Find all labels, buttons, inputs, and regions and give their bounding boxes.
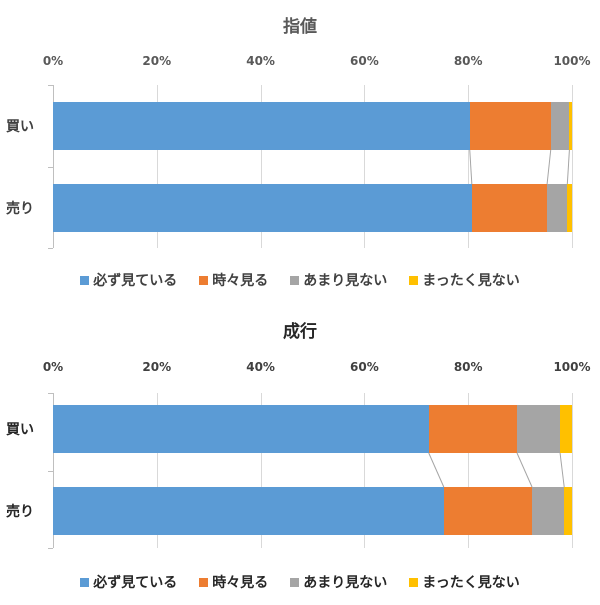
legend-label: 必ず見ている (93, 575, 178, 591)
legend-item-always: 必ず見ている (80, 572, 177, 592)
bar-segment-sometimes (443, 487, 533, 535)
category-label: 買い (6, 119, 34, 135)
legend-swatch-icon (290, 275, 300, 285)
chart-title: 指値 (283, 17, 317, 37)
bar-segment-rarely (516, 405, 561, 453)
gridline (572, 85, 573, 248)
bar-segment-rarely (550, 102, 570, 150)
gridline (157, 393, 158, 548)
legend-label: あまり見ない (303, 273, 388, 289)
bar-segment-sometimes (471, 184, 548, 232)
legend-swatch-icon (290, 577, 300, 587)
legend-swatch-icon (199, 275, 209, 285)
gridline (572, 393, 573, 548)
x-tick-label: 100% (553, 54, 591, 68)
bar-segment-never (560, 405, 572, 453)
legend-swatch-icon (80, 275, 90, 285)
x-tick-label: 80% (453, 360, 483, 374)
x-tick-label: 0% (42, 54, 64, 68)
bar-segment-never (564, 487, 572, 535)
x-tick-label: 60% (350, 360, 379, 374)
y-axis-line (53, 393, 54, 548)
legend-swatch-icon (409, 577, 419, 587)
gridline (157, 85, 158, 248)
legend-label: まったく見ない (422, 273, 520, 289)
legend-label: まったく見ない (422, 575, 520, 591)
gridline (261, 85, 262, 248)
x-tick-label: 20% (142, 360, 172, 374)
y-axis-tick (48, 393, 53, 394)
legend-item-never: まったく見ない (409, 572, 520, 592)
x-tick-label: 40% (246, 54, 275, 68)
chart-legend: 必ず見ている 時々見る あまり見ない まったく見ない (0, 270, 600, 290)
chart-2: 成行 0% 20% 40% 60% 80% 100% 買い売り必ず見ている 時々見る あまり見ない… (0, 305, 600, 605)
gridline (468, 393, 469, 548)
bar-segment-sometimes (469, 102, 551, 150)
bar-segment-always (53, 405, 429, 453)
legend-label: 時々見る (212, 575, 269, 591)
legend-item-rarely: あまり見ない (290, 572, 387, 592)
bar-row (53, 184, 572, 232)
x-tick-label: 0% (42, 360, 64, 374)
legend-item-always: 必ず見ている (80, 270, 177, 290)
bar-row (53, 487, 572, 535)
gridline (468, 85, 469, 248)
category-label: 買い (6, 422, 34, 438)
x-tick-label: 100% (553, 360, 591, 374)
y-axis-tick (48, 548, 53, 549)
legend-item-sometimes: 時々見る (199, 572, 268, 592)
bar-segment-never (569, 102, 572, 150)
x-tick-label: 40% (246, 360, 275, 374)
y-axis-tick (48, 167, 53, 168)
y-axis-tick (48, 471, 53, 472)
bar-segment-always (53, 102, 470, 150)
y-axis-tick (48, 248, 53, 249)
legend-label: 時々見る (212, 273, 269, 289)
x-tick-label: 80% (453, 54, 483, 68)
gridline (261, 393, 262, 548)
legend-label: あまり見ない (303, 575, 388, 591)
bar-segment-always (53, 184, 472, 232)
legend-swatch-icon (80, 577, 90, 587)
legend-label: 必ず見ている (93, 273, 178, 289)
gridline (364, 393, 365, 548)
bar-segment-always (53, 487, 444, 535)
series-lines (428, 452, 565, 488)
chart-legend: 必ず見ている 時々見る あまり見ない まったく見ない (0, 572, 600, 592)
category-label: 売り (6, 201, 34, 217)
y-axis-tick (48, 85, 53, 86)
legend-item-never: まったく見ない (409, 270, 520, 290)
y-axis-line (53, 85, 54, 248)
chart-title: 成行 (283, 322, 317, 342)
legend-item-rarely: あまり見ない (290, 270, 387, 290)
bar-segment-sometimes (428, 405, 517, 453)
chart-1: 指値 0% 20% 40% 60% 80% 100% 買い売り必ず見ている 時々見る あまり見ない… (0, 0, 600, 300)
legend-swatch-icon (199, 577, 209, 587)
x-tick-label: 60% (350, 54, 379, 68)
bar-segment-rarely (547, 184, 568, 232)
gridline (364, 85, 365, 248)
legend-swatch-icon (409, 275, 419, 285)
bar-segment-never (567, 184, 572, 232)
series-lines (469, 149, 570, 185)
x-tick-label: 20% (142, 54, 172, 68)
bar-segment-rarely (532, 487, 565, 535)
bar-row (53, 405, 572, 453)
category-label: 売り (6, 504, 34, 520)
bar-row (53, 102, 572, 150)
legend-item-sometimes: 時々見る (199, 270, 268, 290)
